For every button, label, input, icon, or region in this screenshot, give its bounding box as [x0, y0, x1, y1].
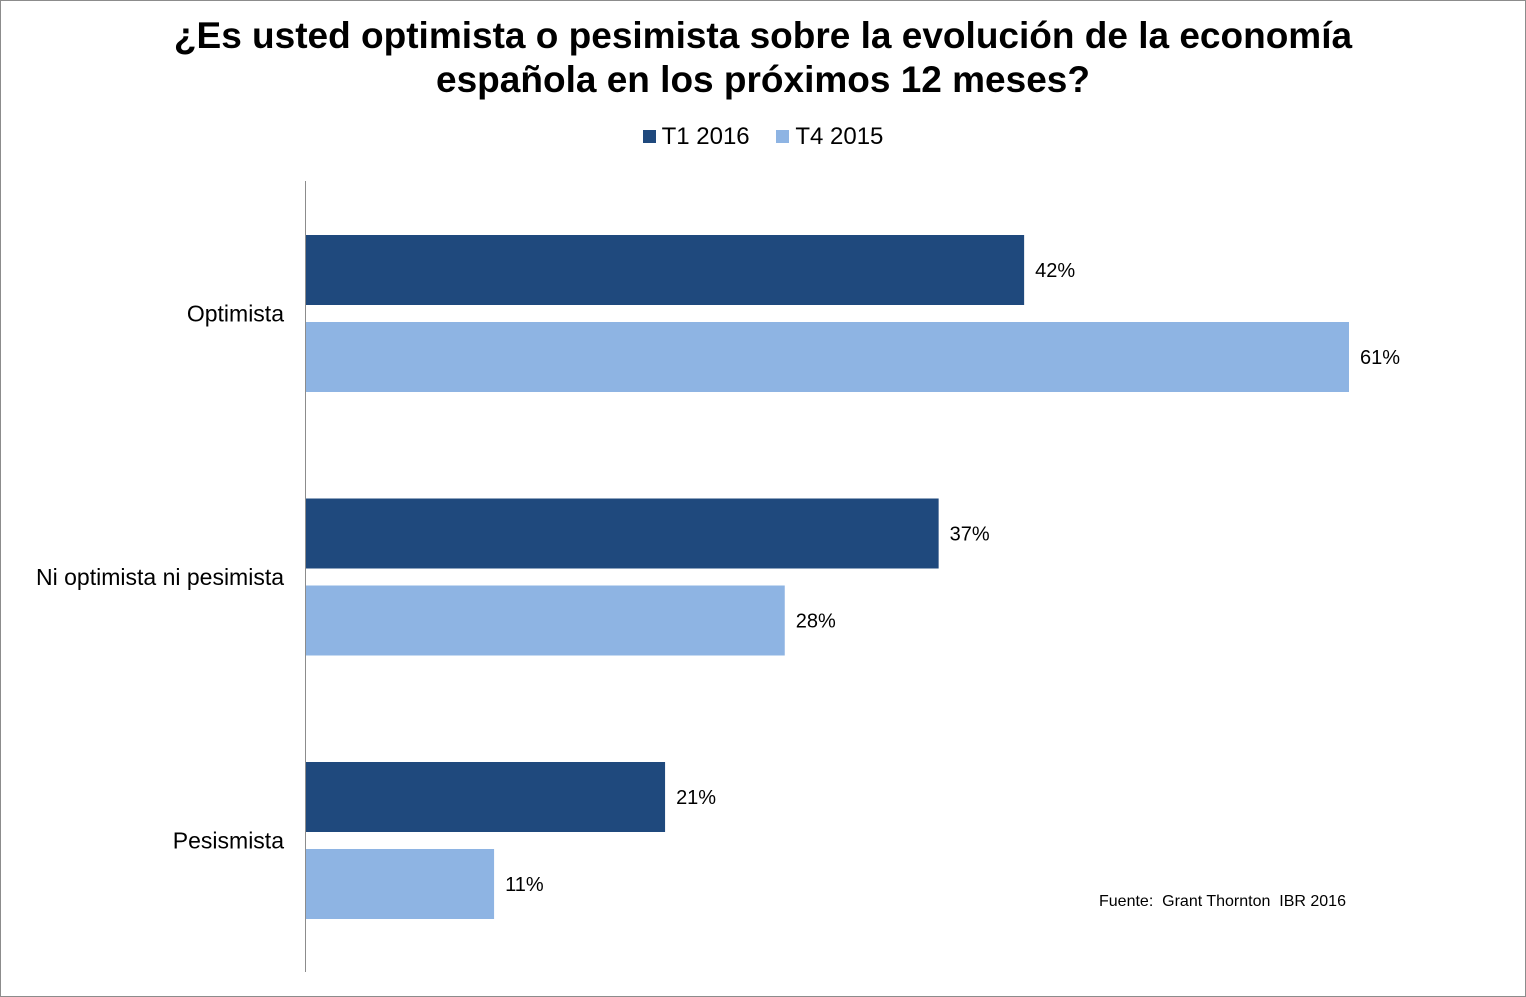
legend-label-series-1: T1 2016 — [661, 122, 750, 150]
bar-series-2 — [306, 322, 1349, 392]
category-label: Optimista — [187, 301, 284, 327]
chart-title-line-2: española en los próximos 12 meses? — [436, 59, 1090, 100]
bar-series-1 — [306, 498, 939, 569]
legend-item-series-1: T1 2016 — [642, 122, 750, 151]
category-label: Pesismista — [173, 828, 284, 854]
legend-item-series-2: T4 2015 — [776, 123, 883, 151]
data-label: 11% — [505, 874, 544, 896]
category-label: Ni optimista ni pesimista — [36, 564, 284, 590]
bar-series-1 — [306, 762, 666, 832]
bar-series-2 — [306, 849, 495, 919]
legend-swatch-series-2 — [776, 130, 790, 143]
data-label: 28% — [796, 611, 836, 633]
chart-legend: T1 2016 T4 2015 — [0, 122, 1526, 151]
chart-title: ¿Es usted optimista o pesimista sobre la… — [0, 14, 1526, 102]
data-label: 61% — [1360, 347, 1400, 369]
legend-swatch-series-1 — [642, 130, 656, 143]
source-note: Fuente: Grant Thornton IBR 2016 — [1099, 893, 1346, 910]
data-label: 21% — [676, 787, 716, 809]
bar-series-1 — [306, 235, 1025, 305]
bar-series-2 — [306, 585, 785, 656]
data-label: 42% — [1035, 260, 1075, 282]
chart-title-line-1: ¿Es usted optimista o pesimista sobre la… — [173, 15, 1353, 56]
data-label: 37% — [950, 524, 990, 546]
legend-label-series-2: T4 2015 — [795, 122, 884, 150]
